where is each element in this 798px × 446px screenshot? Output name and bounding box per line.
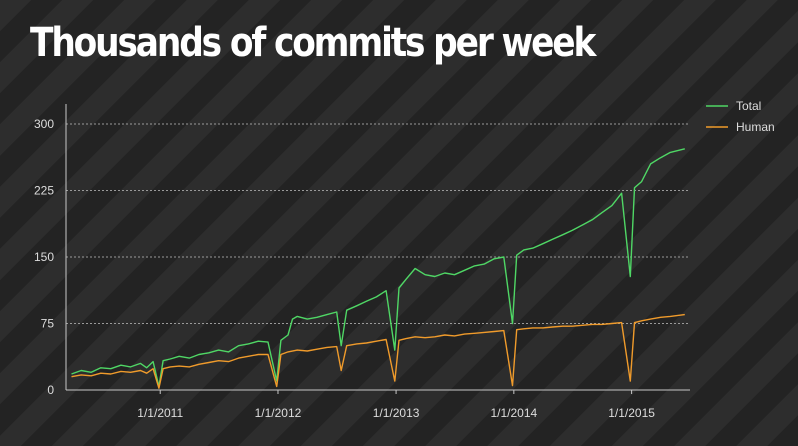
gridlines	[66, 123, 690, 324]
y-tick-label: 150	[34, 250, 54, 264]
x-tick-label: 1/1/2013	[373, 406, 420, 420]
series-line-human	[71, 313, 685, 389]
y-tick-label: 225	[34, 184, 54, 198]
x-axis-ticks: 1/1/2011 1/1/2012 1/1/2013 1/1/2014 1/1/2015	[137, 390, 655, 420]
chart-title: Thousands of commits per week	[30, 20, 596, 66]
x-tick-label: 1/1/2011	[137, 406, 183, 420]
y-tick-label: 75	[41, 317, 55, 331]
y-axis-ticks: 0 75 150 225 300	[34, 117, 54, 397]
y-tick-label: 300	[34, 117, 54, 131]
legend-label-human: Human	[736, 120, 775, 134]
x-tick-label: 1/1/2012	[255, 406, 302, 420]
legend: Total Human	[706, 99, 775, 134]
axes	[65, 104, 690, 391]
x-tick-label: 1/1/2015	[608, 406, 655, 420]
legend-label-total: Total	[736, 99, 761, 113]
series-line-total	[71, 148, 685, 388]
y-tick-label: 0	[47, 383, 54, 397]
x-tick-label: 1/1/2014	[490, 406, 537, 420]
series-lines	[71, 148, 685, 389]
